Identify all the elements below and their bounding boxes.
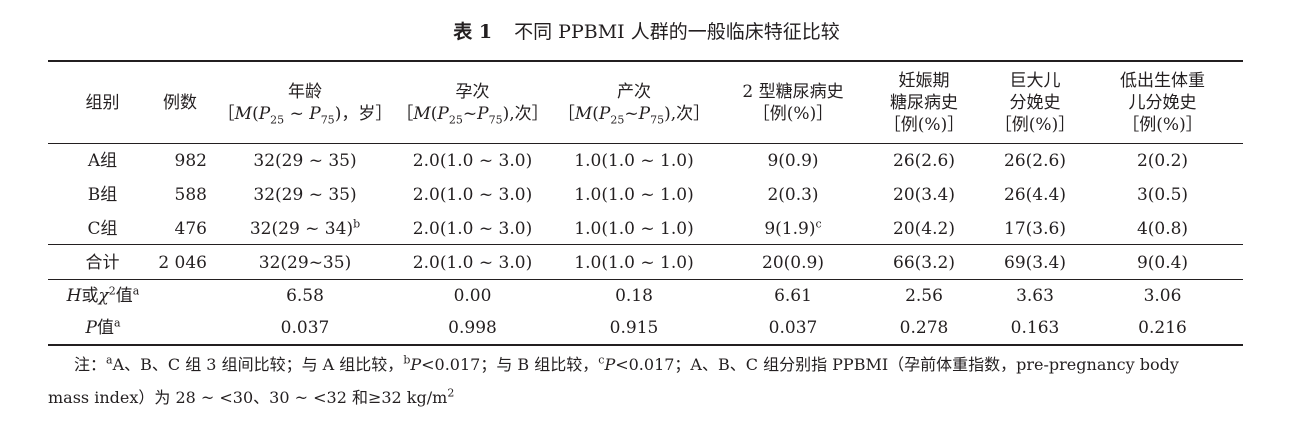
row-b-macrosomia: 26(4.4) <box>1004 185 1066 205</box>
stat-rule <box>48 279 1243 280</box>
row-a-gravidity: 2.0(1.0 ~ 3.0) <box>412 151 533 171</box>
stat-h-age: 6.58 <box>286 286 324 306</box>
total-macrosomia: 69(3.4) <box>1004 253 1066 273</box>
header-gravidity: 孕次 ［M(P25~P75),次］ <box>395 81 550 125</box>
stat-p-parity: 0.915 <box>609 318 659 338</box>
row-c-t2dm: 9(1.9)c <box>764 217 822 239</box>
row-c-lbw: 4(0.8) <box>1136 219 1189 239</box>
row-c-gravidity: 2.0(1.0 ~ 3.0) <box>412 219 533 239</box>
header-group: 组别 <box>85 93 120 113</box>
row-b-parity: 1.0(1.0 ~ 1.0) <box>574 185 694 205</box>
row-c-gdm: 20(4.2) <box>893 219 955 239</box>
stat-p-lbw: 0.216 <box>1138 318 1187 338</box>
row-a-count: 982 <box>174 151 207 171</box>
header-age: 年龄 ［M(P25 ~ P75)，岁］ <box>215 81 395 125</box>
header-parity: 产次 ［M(P25~P75),次］ <box>550 81 718 125</box>
total-gdm: 66(3.2) <box>893 253 955 273</box>
row-a-age: 32(29 ~ 35) <box>253 151 357 171</box>
stat-h-parity: 0.18 <box>615 286 653 306</box>
stat-h-macrosomia: 3.63 <box>1016 286 1054 306</box>
row-c-parity: 1.0(1.0 ~ 1.0) <box>574 219 694 239</box>
total-lbw: 9(0.4) <box>1136 253 1189 273</box>
row-a-macrosomia: 26(2.6) <box>1004 151 1066 171</box>
table-note-line1: 注：aA、B、C 组 3 组间比较；与 A 组比较，bP<0.017；与 B 组… <box>74 353 1179 374</box>
header-rule <box>48 143 1243 144</box>
top-rule <box>48 60 1243 62</box>
row-b-group: B组 <box>87 185 118 205</box>
header-t2dm: 2 型糖尿病史 ［例(%)］ <box>742 82 844 124</box>
stat-p-age: 0.037 <box>280 318 330 338</box>
stat-h-label: H或χ2值a <box>66 284 140 306</box>
header-age-line1: 年龄 <box>288 82 322 102</box>
note-part3: <0.017；A、B、C 组分别指 PPBMI（孕前体重指数，pre-pregn… <box>615 355 1179 374</box>
stat-p-gravidity: 0.998 <box>448 318 497 338</box>
row-a-parity: 1.0(1.0 ~ 1.0) <box>574 151 694 171</box>
total-group: 合计 <box>85 253 120 273</box>
row-c-group: C组 <box>87 219 118 239</box>
header-gravidity-line2: ［M(P25~P75),次］ <box>396 104 549 127</box>
total-count: 2 046 <box>158 253 207 273</box>
row-a-gdm: 26(2.6) <box>893 151 955 171</box>
table-title: 不同 PPBMI 人群的一般临床特征比较 <box>514 21 840 43</box>
stat-p-label: P值a <box>85 316 121 338</box>
row-b-count: 588 <box>174 185 207 205</box>
row-a-lbw: 2(0.2) <box>1136 151 1189 171</box>
row-b-age: 32(29 ~ 35) <box>253 185 357 205</box>
stat-h-lbw: 3.06 <box>1143 286 1182 306</box>
row-c-count: 476 <box>174 219 207 239</box>
row-b-t2dm: 2(0.3) <box>767 185 819 205</box>
note-part2: <0.017；与 B 组比较， <box>421 355 599 374</box>
stat-p-t2dm: 0.037 <box>768 318 818 338</box>
stat-h-t2dm: 6.61 <box>774 286 812 306</box>
header-age-line2: ［M(P25 ~ P75)，岁］ <box>217 104 393 127</box>
row-b-gdm: 20(3.4) <box>893 185 955 205</box>
total-gravidity: 2.0(1.0 ~ 3.0) <box>412 253 533 273</box>
stat-p-macrosomia: 0.163 <box>1010 318 1060 338</box>
bottom-rule <box>48 344 1243 346</box>
header-count: 例数 <box>163 93 197 113</box>
stat-p-gdm: 0.278 <box>899 318 949 338</box>
row-c-age-footnote-mark: b <box>353 217 361 231</box>
row-b-lbw: 3(0.5) <box>1136 185 1189 205</box>
header-parity-line1: 产次 <box>617 82 651 102</box>
header-gdm: 妊娠期 糖尿病史 ［例(%)］ <box>883 71 965 135</box>
table-caption: 表 1 不同 PPBMI 人群的一般临床特征比较 <box>0 20 1293 44</box>
table-number: 表 1 <box>453 21 493 43</box>
total-parity: 1.0(1.0 ~ 1.0) <box>574 253 694 273</box>
header-parity-line2: ［M(P25~P75),次］ <box>557 104 711 127</box>
header-lbw: 低出生体重 儿分娩史 ［例(%)］ <box>1120 71 1205 135</box>
total-age: 32(29~35) <box>258 253 352 273</box>
row-a-group: A组 <box>87 151 118 171</box>
row-b-gravidity: 2.0(1.0 ~ 3.0) <box>412 185 533 205</box>
row-c-t2dm-footnote-mark: c <box>815 217 822 231</box>
header-macrosomia: 巨大儿 分娩史 ［例(%)］ <box>994 71 1076 135</box>
total-t2dm: 20(0.9) <box>762 253 824 273</box>
total-rule <box>48 244 1243 245</box>
stat-h-gdm: 2.56 <box>905 286 943 306</box>
table-note-line2: mass index）为 28 ~ <30、30 ~ <32 和≥32 kg/m… <box>48 386 455 407</box>
row-c-age: 32(29 ~ 34)b <box>249 217 361 239</box>
row-c-macrosomia: 17(3.6) <box>1004 219 1066 239</box>
row-a-t2dm: 9(0.9) <box>767 151 819 171</box>
stat-h-gravidity: 0.00 <box>453 286 492 306</box>
header-gravidity-line1: 孕次 <box>455 82 490 102</box>
